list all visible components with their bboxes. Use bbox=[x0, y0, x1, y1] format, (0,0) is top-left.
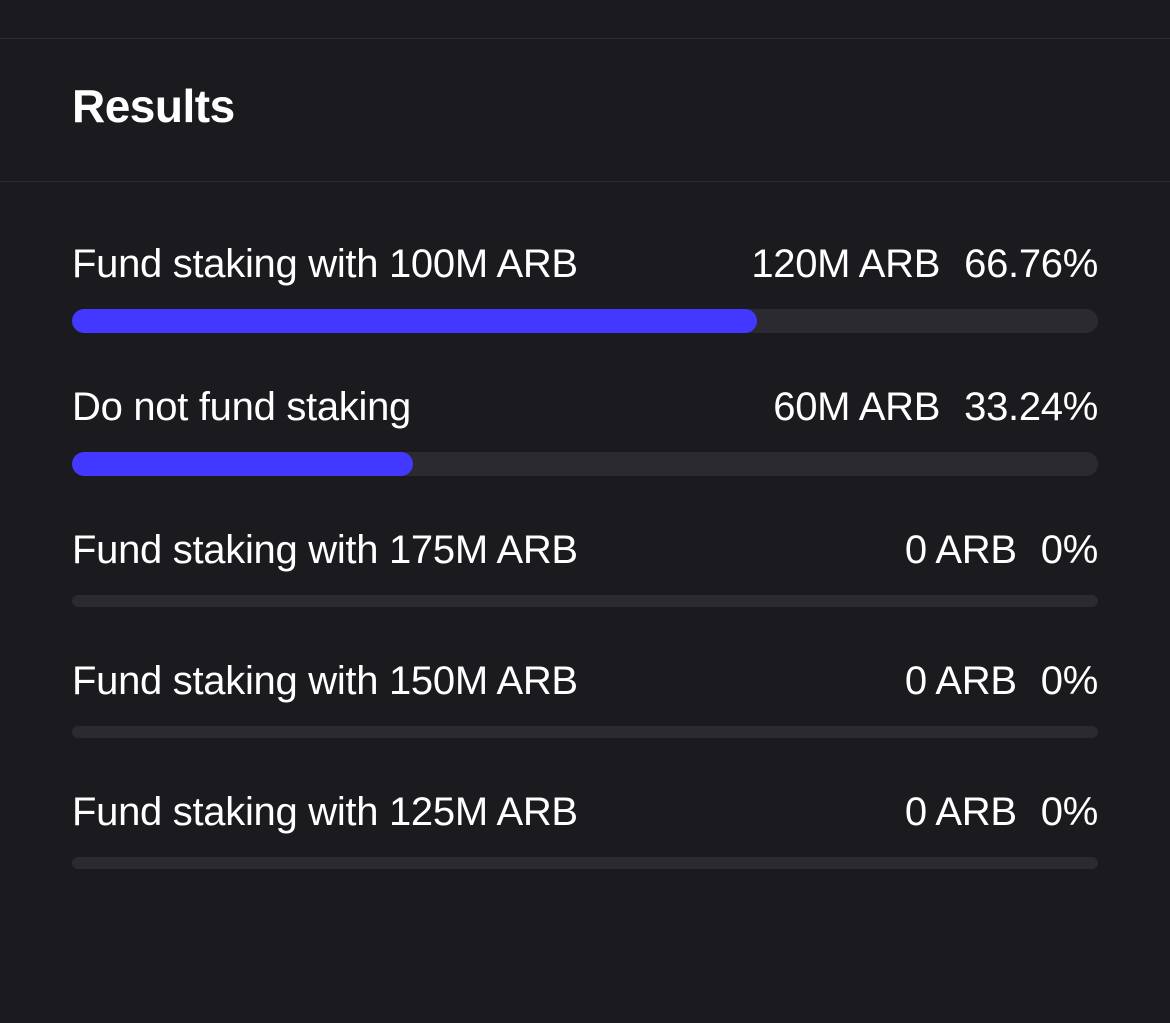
result-header: Fund staking with 150M ARB 0 ARB 0% bbox=[72, 659, 1098, 704]
result-header: Fund staking with 100M ARB 120M ARB 66.7… bbox=[72, 242, 1098, 287]
result-row: Do not fund staking 60M ARB 33.24% bbox=[72, 385, 1098, 476]
result-label: Fund staking with 175M ARB bbox=[72, 528, 578, 573]
progress-bar bbox=[72, 857, 1098, 869]
result-percent: 33.24% bbox=[964, 385, 1098, 430]
page-title: Results bbox=[72, 79, 1098, 133]
result-values: 0 ARB 0% bbox=[905, 528, 1098, 573]
progress-bar bbox=[72, 726, 1098, 738]
result-percent: 66.76% bbox=[964, 242, 1098, 287]
result-label: Fund staking with 125M ARB bbox=[72, 790, 578, 835]
result-header: Fund staking with 175M ARB 0 ARB 0% bbox=[72, 528, 1098, 573]
result-percent: 0% bbox=[1041, 790, 1098, 835]
result-row: Fund staking with 100M ARB 120M ARB 66.7… bbox=[72, 242, 1098, 333]
top-spacer bbox=[0, 0, 1170, 39]
result-amount: 120M ARB bbox=[751, 242, 940, 287]
result-values: 60M ARB 33.24% bbox=[773, 385, 1098, 430]
result-row: Fund staking with 175M ARB 0 ARB 0% bbox=[72, 528, 1098, 607]
progress-bar bbox=[72, 595, 1098, 607]
result-amount: 60M ARB bbox=[773, 385, 940, 430]
result-label: Do not fund staking bbox=[72, 385, 411, 430]
result-header: Fund staking with 125M ARB 0 ARB 0% bbox=[72, 790, 1098, 835]
result-amount: 0 ARB bbox=[905, 790, 1017, 835]
result-values: 120M ARB 66.76% bbox=[751, 242, 1098, 287]
results-container: Fund staking with 100M ARB 120M ARB 66.7… bbox=[0, 182, 1170, 869]
result-row: Fund staking with 150M ARB 0 ARB 0% bbox=[72, 659, 1098, 738]
progress-fill bbox=[72, 452, 413, 476]
result-label: Fund staking with 100M ARB bbox=[72, 242, 578, 287]
progress-bar bbox=[72, 309, 1098, 333]
result-header: Do not fund staking 60M ARB 33.24% bbox=[72, 385, 1098, 430]
result-values: 0 ARB 0% bbox=[905, 659, 1098, 704]
progress-bar bbox=[72, 452, 1098, 476]
result-percent: 0% bbox=[1041, 659, 1098, 704]
result-label: Fund staking with 150M ARB bbox=[72, 659, 578, 704]
result-amount: 0 ARB bbox=[905, 528, 1017, 573]
result-values: 0 ARB 0% bbox=[905, 790, 1098, 835]
result-percent: 0% bbox=[1041, 528, 1098, 573]
results-header: Results bbox=[0, 39, 1170, 182]
result-amount: 0 ARB bbox=[905, 659, 1017, 704]
progress-fill bbox=[72, 309, 757, 333]
result-row: Fund staking with 125M ARB 0 ARB 0% bbox=[72, 790, 1098, 869]
